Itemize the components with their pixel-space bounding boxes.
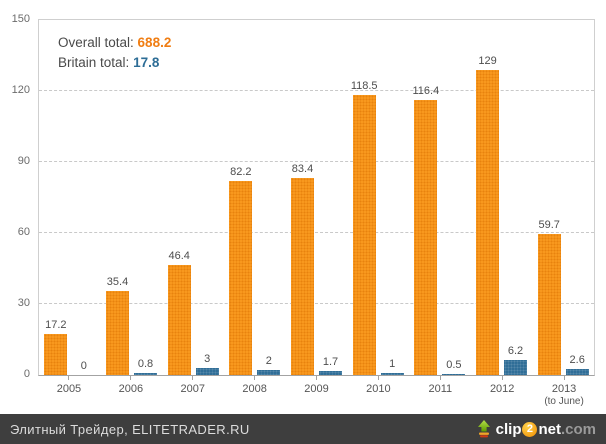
britain-value-label-2008: 2 <box>265 355 272 368</box>
britain-bar-2010: 1 <box>380 358 404 375</box>
x-axis: 2005 2006 2007 2008 2009 2010 2011 2012 2013 (to … <box>38 376 595 407</box>
x-tick-sublabel-2013: (to June) <box>544 396 584 407</box>
overall-value-label-2013: 59.7 <box>538 218 560 231</box>
overall-bar-2012: 129 <box>476 55 500 375</box>
bar-group-2010: 118.5 1 <box>347 80 409 375</box>
gridline-120 <box>39 90 594 91</box>
britain-bar-2013: 2.6 <box>565 354 589 375</box>
legend-britain-line: Britain total: 17.8 <box>58 53 171 73</box>
x-tick-label-2010: 2010 <box>347 376 409 407</box>
overall-value-label-2007: 46.4 <box>168 250 190 263</box>
bar-group-2009: 83.4 1.7 <box>286 163 348 375</box>
bar-group-2005: 17.2 0 <box>39 319 101 375</box>
overall-bar-2007: 46.4 <box>167 250 191 375</box>
gridline-90 <box>39 161 594 162</box>
britain-bar-2007: 3 <box>195 353 219 375</box>
britain-value-label-2005: 0 <box>80 360 87 372</box>
britain-value-label-2011: 0.5 <box>446 358 462 371</box>
britain-value-label-2006: 0.8 <box>137 358 154 371</box>
bar-group-2008: 82.2 2 <box>224 166 286 375</box>
britain-bar-2011: 0.5 <box>442 359 466 375</box>
legend-overall-value: 688.2 <box>137 35 172 50</box>
y-tick-label-30: 30 <box>17 297 30 309</box>
overall-bar-2009: 83.4 <box>291 163 315 375</box>
x-tick-label-2012: 2012 <box>471 376 533 407</box>
y-tick-label-0: 0 <box>23 368 30 380</box>
overall-value-label-2012: 129 <box>478 54 497 67</box>
bar-group-2007: 46.4 3 <box>162 250 224 375</box>
bar-group-2011: 116.4 0.5 <box>409 85 471 375</box>
overall-value-label-2008: 82.2 <box>230 165 252 178</box>
gridline-60 <box>39 232 594 233</box>
x-tick-mark <box>501 376 503 380</box>
legend-overall-line: Overall total: 688.2 <box>58 33 171 53</box>
y-tick-label-150: 150 <box>11 13 30 25</box>
logo-text-net: net <box>538 420 561 438</box>
britain-bar-2012: 6.2 <box>504 345 528 375</box>
plot-area: 17.2 0 35.4 0.8 46.4 3 82.2 2 83.4 1.7 118.5 1 116.4… <box>38 19 595 376</box>
overall-bar-2010: 118.5 <box>351 80 378 375</box>
overall-bar-2011: 116.4 <box>413 85 439 375</box>
bar-group-2012: 129 6.2 <box>471 55 533 375</box>
footer-site-text: Элитный Трейдер, ELITETRADER.RU <box>10 421 250 437</box>
x-tick-label-2008: 2008 <box>224 376 286 407</box>
up-arrow-icon <box>477 420 490 438</box>
overall-value-label-2010: 118.5 <box>350 79 378 92</box>
legend-britain-value: 17.8 <box>133 55 160 70</box>
overall-bar-2006: 35.4 <box>106 276 129 375</box>
bar-chart: 0 30 60 90 120 150 17.2 0 35.4 0.8 46.4 3 82.2 2 83.4… <box>0 13 595 407</box>
britain-bar-2006: 0.8 <box>134 358 157 375</box>
britain-value-label-2010: 1 <box>389 357 396 370</box>
footer-bar: Элитный Трейдер, ELITETRADER.RU clip 2 n… <box>0 414 606 444</box>
overall-value-label-2005: 17.2 <box>45 319 67 332</box>
britain-value-label-2009: 1.7 <box>322 356 339 368</box>
y-axis: 0 30 60 90 120 150 <box>0 13 30 380</box>
x-tick-mark <box>130 376 132 380</box>
chart-legend: Overall total: 688.2 Britain total: 17.8 <box>58 33 171 73</box>
bar-group-2013: 59.7 2.6 <box>532 219 594 375</box>
overall-value-label-2011: 116.4 <box>412 84 440 97</box>
logo-text-clip: clip <box>495 420 522 438</box>
overall-value-label-2006: 35.4 <box>106 276 129 289</box>
y-tick-label-60: 60 <box>17 226 30 238</box>
clip2net-logo[interactable]: clip 2 net .com <box>476 420 596 438</box>
x-tick-label-2007: 2007 <box>162 376 224 407</box>
x-tick-label-2009: 2009 <box>286 376 348 407</box>
logo-circle-2: 2 <box>522 421 538 437</box>
x-tick-mark <box>439 376 441 380</box>
britain-value-label-2007: 3 <box>204 352 211 365</box>
y-tick-label-120: 120 <box>11 84 30 96</box>
overall-value-label-2009: 83.4 <box>291 162 314 175</box>
overall-bar-2008: 82.2 <box>229 166 253 375</box>
x-tick-mark <box>192 376 194 380</box>
legend-britain-label: Britain total: <box>58 55 130 70</box>
britain-bar-2008: 2 <box>257 355 281 375</box>
x-tick-label-2005: 2005 <box>38 376 100 407</box>
x-tick-label-2006: 2006 <box>100 376 162 407</box>
overall-bar-2013: 59.7 <box>537 219 561 375</box>
britain-value-label-2012: 6.2 <box>507 345 524 358</box>
x-tick-label-2013: 2013 (to June) <box>533 376 595 407</box>
x-tick-mark <box>377 376 379 380</box>
legend-overall-label: Overall total: <box>58 35 134 50</box>
overall-bar-2005: 17.2 <box>44 319 68 375</box>
y-tick-label-90: 90 <box>17 155 30 167</box>
britain-value-label-2013: 2.6 <box>569 353 585 366</box>
logo-text-com: .com <box>560 420 596 438</box>
gridline-30 <box>39 303 594 304</box>
x-tick-label-2011: 2011 <box>409 376 471 407</box>
bar-group-2006: 35.4 0.8 <box>101 276 163 375</box>
britain-bar-2009: 1.7 <box>319 356 343 375</box>
x-tick-mark <box>316 376 317 380</box>
bars-container: 17.2 0 35.4 0.8 46.4 3 82.2 2 83.4 1.7 118.5 1 116.4… <box>39 20 594 375</box>
x-tick-mark <box>68 376 70 380</box>
x-tick-mark <box>254 376 256 380</box>
x-tick-mark <box>563 376 565 380</box>
